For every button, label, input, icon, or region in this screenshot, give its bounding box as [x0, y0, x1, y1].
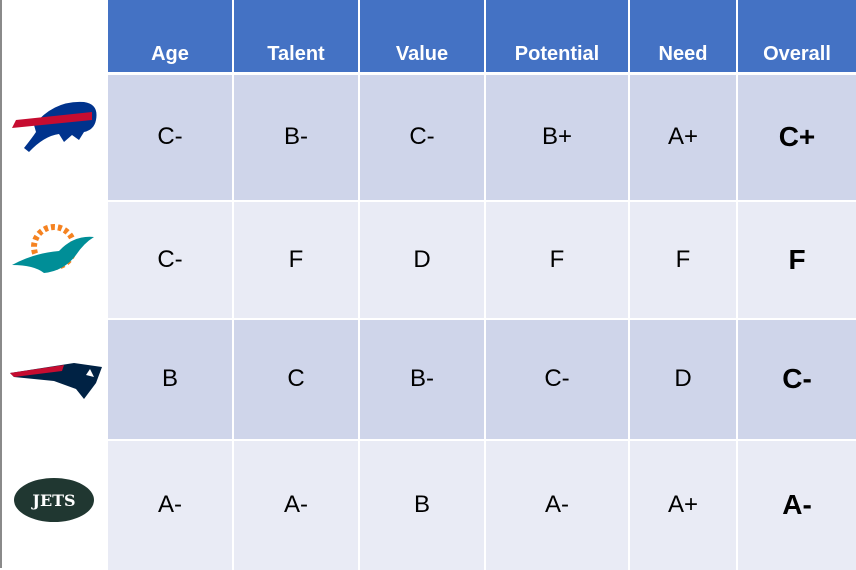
column-header-need: Need — [628, 0, 737, 75]
new-york-jets-logo: JETS — [14, 478, 94, 522]
grade-cell: B- — [358, 317, 485, 440]
left-border — [0, 0, 2, 568]
grade-cell: A+ — [628, 438, 737, 570]
table-row-patriots: B C B- C- D C- — [106, 317, 856, 440]
grade-cell: B- — [232, 72, 359, 201]
grade-cell: A- — [484, 438, 629, 570]
column-header-potential: Potential — [484, 0, 629, 75]
column-header-talent: Talent — [232, 0, 359, 75]
table-row-dolphins: C- F D F F F — [106, 199, 856, 319]
grade-cell: B — [106, 317, 233, 440]
grade-cell: C — [232, 317, 359, 440]
new-england-patriots-logo — [10, 363, 102, 399]
buffalo-bills-logo — [12, 101, 97, 152]
grade-cell: F — [232, 199, 359, 319]
grade-cell: C- — [358, 72, 485, 201]
svg-text:JETS: JETS — [30, 491, 75, 510]
grade-cell: A- — [232, 438, 359, 570]
grade-cell: D — [628, 317, 737, 440]
grade-cell: A- — [106, 438, 233, 570]
grades-table: Age Talent Value Potential Need Overall … — [106, 0, 856, 570]
grade-cell: D — [358, 199, 485, 319]
miami-dolphins-logo — [12, 224, 94, 273]
grade-cell: C- — [484, 317, 629, 440]
grade-cell: B+ — [484, 72, 629, 201]
grade-cell: C- — [106, 72, 233, 201]
overall-grade-cell: A- — [736, 438, 856, 570]
grade-cell: B — [358, 438, 485, 570]
table-row-jets: A- A- B A- A+ A- — [106, 438, 856, 570]
grade-cell: F — [628, 199, 737, 319]
column-header-age: Age — [106, 0, 233, 75]
column-header-value: Value — [358, 0, 485, 75]
table-row-bills: C- B- C- B+ A+ C+ — [106, 72, 856, 201]
column-header-overall: Overall — [736, 0, 856, 75]
grade-cell: A+ — [628, 72, 737, 201]
grade-cell: F — [484, 199, 629, 319]
header-row: Age Talent Value Potential Need Overall — [106, 0, 856, 75]
overall-grade-cell: C- — [736, 317, 856, 440]
grade-cell: C- — [106, 199, 233, 319]
overall-grade-cell: F — [736, 199, 856, 319]
overall-grade-cell: C+ — [736, 72, 856, 201]
